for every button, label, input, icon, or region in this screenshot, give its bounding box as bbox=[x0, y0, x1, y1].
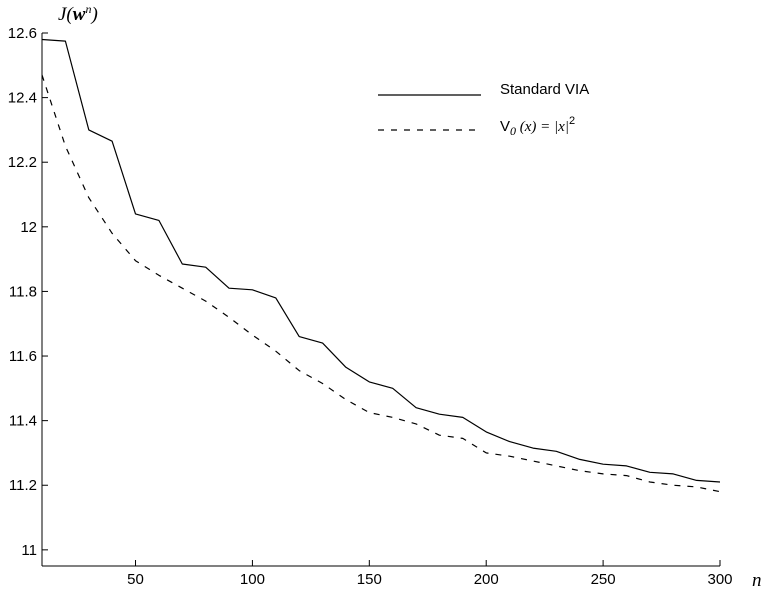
standard-via-point bbox=[415, 407, 417, 409]
v0-point bbox=[532, 460, 534, 462]
v0-point bbox=[345, 399, 347, 401]
v0-point bbox=[602, 473, 604, 475]
y-tick-label: 11.2 bbox=[9, 477, 37, 494]
standard-via-point bbox=[65, 40, 67, 42]
v0-point bbox=[228, 316, 230, 318]
standard-via-point bbox=[602, 463, 604, 465]
standard-via-point bbox=[369, 381, 371, 383]
v0-point bbox=[392, 417, 394, 419]
standard-via-point bbox=[696, 480, 698, 482]
v0-point bbox=[181, 287, 183, 289]
standard-via-point bbox=[275, 297, 277, 299]
standard-via-point bbox=[88, 129, 90, 131]
standard-via-point bbox=[485, 431, 487, 433]
standard-via-point bbox=[345, 367, 347, 369]
standard-via-point bbox=[462, 417, 464, 419]
v0-point bbox=[649, 481, 651, 483]
standard-via-point bbox=[41, 39, 43, 41]
v0-point bbox=[252, 334, 254, 336]
standard-via-point bbox=[439, 413, 441, 415]
standard-via-point bbox=[649, 472, 651, 474]
v0-point bbox=[579, 470, 581, 472]
x-axis-title: n bbox=[752, 570, 762, 591]
standard-via-point bbox=[532, 447, 534, 449]
v0-point bbox=[415, 423, 417, 425]
v0-point bbox=[205, 300, 207, 302]
legend-label-standard-via: Standard VIA bbox=[500, 81, 589, 98]
standard-via-point bbox=[111, 140, 113, 142]
standard-via-point bbox=[205, 266, 207, 268]
standard-via-point bbox=[719, 481, 721, 483]
x-tick-label: 200 bbox=[474, 571, 499, 588]
x-ticks: 50 100 150 200 250 300 bbox=[127, 560, 733, 588]
v0-point bbox=[158, 274, 160, 276]
standard-via-point bbox=[626, 465, 628, 467]
v0-point bbox=[672, 484, 674, 486]
standard-via-point bbox=[392, 388, 394, 390]
v0-point bbox=[485, 452, 487, 454]
y-tick-label: 11.8 bbox=[9, 283, 37, 300]
standard-via-point bbox=[579, 459, 581, 461]
v0-point bbox=[41, 74, 43, 76]
standard-via-point bbox=[322, 342, 324, 344]
y-tick-label: 11 bbox=[21, 542, 37, 559]
x-tick-label: 150 bbox=[357, 571, 382, 588]
x-tick-label: 250 bbox=[591, 571, 616, 588]
y-tick-label: 11.4 bbox=[9, 413, 37, 430]
series-line-v0 bbox=[41, 74, 721, 493]
v0-point bbox=[462, 438, 464, 440]
v0-point bbox=[556, 465, 558, 467]
standard-via-point bbox=[509, 441, 511, 443]
standard-via-point bbox=[252, 289, 254, 291]
v0-point bbox=[111, 232, 113, 234]
v0-point bbox=[719, 491, 721, 493]
y-axis-title: J(wn) bbox=[58, 2, 98, 25]
y-tick-label: 12.6 bbox=[8, 25, 37, 42]
v0-point bbox=[135, 260, 137, 262]
v0-point bbox=[275, 350, 277, 352]
v0-point bbox=[369, 412, 371, 414]
standard-via-point bbox=[672, 473, 674, 475]
standard-via-point bbox=[181, 263, 183, 265]
x-tick-label: 300 bbox=[707, 571, 732, 588]
standard-via-point bbox=[556, 451, 558, 453]
x-tick-label: 100 bbox=[240, 571, 265, 588]
v0-point bbox=[696, 486, 698, 488]
standard-via-point bbox=[298, 336, 300, 338]
legend-label-v0: V0 (x) = |x|2 bbox=[500, 115, 575, 138]
y-tick-label: 12.2 bbox=[8, 154, 37, 171]
series-line-standard-via bbox=[41, 38, 721, 483]
standard-via-point bbox=[158, 220, 160, 222]
v0-point bbox=[322, 383, 324, 385]
standard-via-point bbox=[228, 287, 230, 289]
v0-point bbox=[65, 145, 67, 147]
x-tick-label: 50 bbox=[127, 571, 144, 588]
v0-point bbox=[509, 455, 511, 457]
series-layer bbox=[41, 38, 721, 493]
v0-point bbox=[88, 197, 90, 199]
y-ticks: 11 11.2 11.4 11.6 11.8 12 12.2 12.4 12.6 bbox=[8, 25, 48, 559]
y-tick-label: 12.4 bbox=[8, 90, 37, 107]
standard-via-point bbox=[135, 213, 137, 215]
v0-point bbox=[439, 434, 441, 436]
y-tick-label: 12 bbox=[20, 219, 37, 236]
axes bbox=[41, 33, 720, 567]
legend: Standard VIA V0 (x) = |x|2 bbox=[378, 81, 589, 138]
v0-point bbox=[298, 370, 300, 372]
v0-point bbox=[626, 475, 628, 477]
y-tick-label: 11.6 bbox=[9, 348, 37, 365]
